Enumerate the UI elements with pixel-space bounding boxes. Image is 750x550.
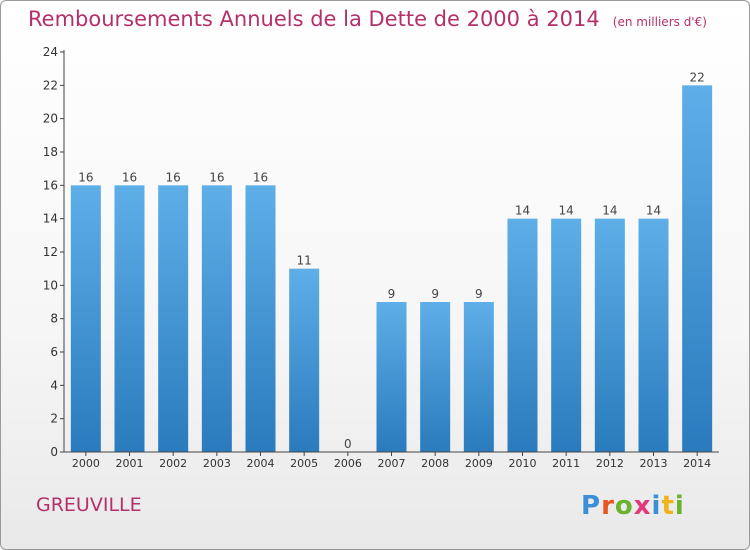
data-label: 14 — [515, 204, 530, 218]
bar — [682, 85, 713, 452]
y-tick-label: 14 — [43, 212, 58, 226]
bar — [158, 185, 189, 453]
y-tick-label: 6 — [50, 345, 58, 359]
data-label: 22 — [690, 70, 705, 84]
data-label: 9 — [475, 287, 483, 301]
chart-title: Remboursements Annuels de la Dette de 20… — [28, 7, 707, 31]
data-label: 14 — [602, 204, 617, 218]
bar — [507, 218, 538, 452]
x-tick-label: 2005 — [290, 457, 318, 470]
data-label: 0 — [344, 437, 352, 451]
logo-letter: r — [601, 491, 615, 521]
x-tick-label: 2002 — [159, 457, 187, 470]
bar — [594, 218, 625, 452]
y-tick-label: 10 — [43, 278, 58, 292]
commune-name: GREUVILLE — [36, 494, 142, 516]
logo-letter: x — [633, 491, 652, 521]
bar — [551, 218, 582, 452]
data-label: 16 — [253, 170, 268, 184]
logo-letter: t — [661, 491, 675, 521]
logo-letter: P — [581, 491, 602, 521]
x-tick-label: 2004 — [247, 457, 275, 470]
bar — [420, 302, 451, 452]
y-tick-label: 2 — [50, 412, 58, 426]
x-tick-label: 2011 — [552, 457, 580, 470]
logo-letter: o — [614, 491, 634, 521]
y-tick-label: 24 — [43, 45, 58, 59]
data-label: 16 — [166, 170, 181, 184]
bar — [245, 185, 276, 453]
x-tick-label: 2007 — [378, 457, 406, 470]
x-tick-label: 2006 — [334, 457, 362, 470]
bar — [114, 185, 145, 453]
bar — [289, 268, 320, 452]
y-tick-label: 8 — [50, 312, 58, 326]
x-tick-label: 2010 — [509, 457, 537, 470]
x-tick-label: 2001 — [116, 457, 144, 470]
y-tick-label: 22 — [43, 78, 58, 92]
x-tick-label: 2009 — [465, 457, 493, 470]
logo-letter: i — [651, 491, 662, 521]
x-tick-label: 2000 — [72, 457, 100, 470]
chart-title-main: Remboursements Annuels de la Dette de 20… — [28, 7, 600, 31]
x-tick-label: 2013 — [640, 457, 668, 470]
y-tick-label: 16 — [43, 178, 58, 192]
data-label: 16 — [78, 170, 93, 184]
data-label: 9 — [431, 287, 439, 301]
bar — [70, 185, 101, 453]
data-label: 14 — [646, 204, 661, 218]
x-tick-label: 2012 — [596, 457, 624, 470]
bar — [201, 185, 232, 453]
y-tick-label: 4 — [50, 378, 58, 392]
data-label: 9 — [388, 287, 396, 301]
data-label: 16 — [122, 170, 137, 184]
bar — [463, 302, 494, 452]
data-label: 11 — [297, 254, 312, 268]
data-label: 14 — [559, 204, 574, 218]
proxiti-logo[interactable]: Proxiti — [581, 491, 685, 521]
data-label: 16 — [209, 170, 224, 184]
y-tick-label: 12 — [43, 245, 58, 259]
bar-series: 16 16 16 16 16 11 0 9 9 9 14 14 14 14 22 — [70, 70, 713, 453]
bar — [376, 302, 407, 452]
y-tick-label: 20 — [43, 112, 58, 126]
x-tick-label: 2014 — [683, 457, 711, 470]
y-tick-label: 0 — [50, 445, 58, 459]
x-tick-label: 2008 — [421, 457, 449, 470]
logo-letter: i — [674, 491, 685, 521]
axes: 2000 2001 2002 2003 2004 2005 2006 2007 2008 2009… — [43, 45, 719, 470]
chart-title-unit: (en milliers d'€) — [612, 15, 707, 29]
x-tick-label: 2003 — [203, 457, 231, 470]
y-tick-label: 18 — [43, 145, 58, 159]
bar — [638, 218, 669, 452]
